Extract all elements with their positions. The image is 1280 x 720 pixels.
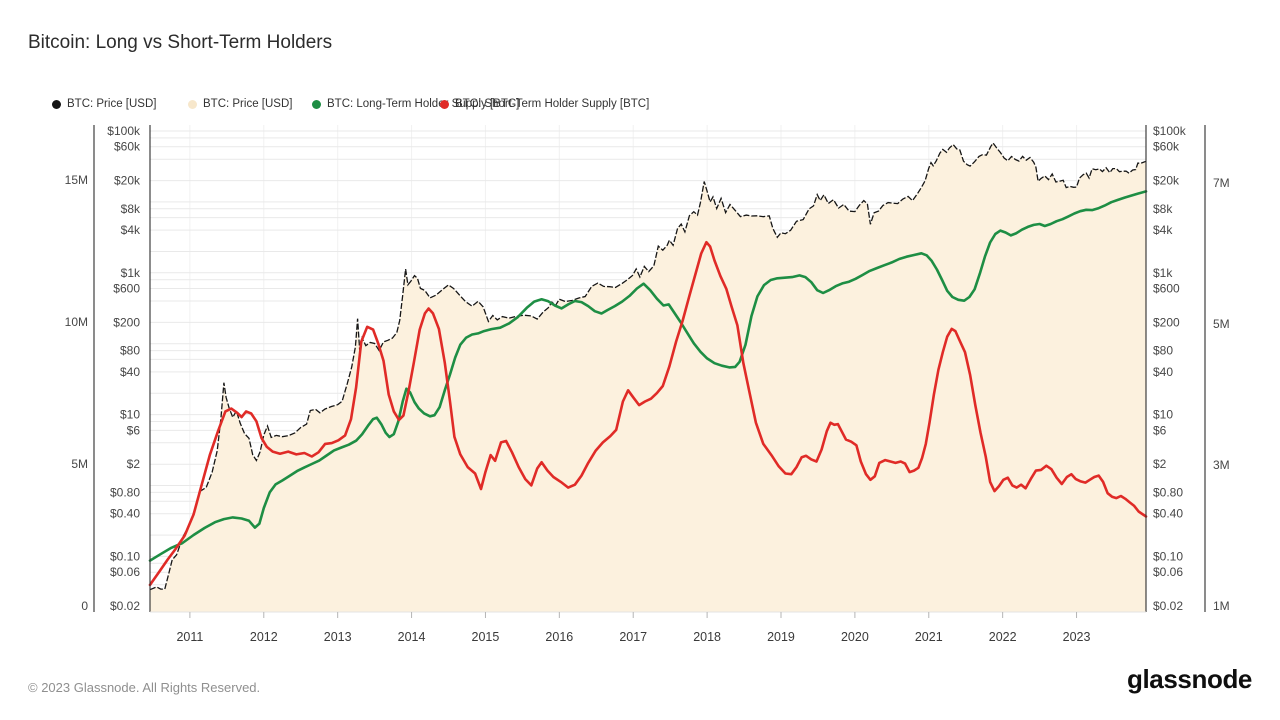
price-tick-label-right: $8k [1153,202,1173,216]
price-tick-label-right: $0.06 [1153,565,1183,579]
price-tick-label-left: $40 [120,365,140,379]
price-tick-label-left: $1k [121,266,141,280]
price-tick-label-right: $80 [1153,344,1173,358]
legend-item-label: BTC: Price [USD] [67,98,157,110]
plot-area[interactable] [150,125,1146,612]
price-tick-label-left: $80 [120,344,140,358]
legend-dot-icon [52,99,61,109]
year-label: 2021 [915,630,943,644]
legend-item-2[interactable]: BTC: Long-Term Holder Supply [BTC] [312,98,519,110]
price-tick-label-left: $200 [113,315,140,329]
glassnode-logo: glassnode [1127,664,1252,694]
legend-item-label: BTC: Price [USD] [203,98,293,110]
price-tick-label-right: $6 [1153,423,1167,437]
price-tick-label-left: $60k [114,140,141,154]
price-tick-label-right: $0.02 [1153,599,1183,613]
year-label: 2014 [398,630,426,644]
supply-left-tick-label: 10M [65,315,88,329]
legend-dot-icon [440,99,449,109]
supply-right-tick-label: 7M [1213,176,1230,190]
price-tick-label-left: $4k [121,223,141,237]
price-tick-label-left: $8k [121,202,141,216]
year-label: 2022 [989,630,1017,644]
price-tick-label-left: $0.40 [110,507,140,521]
price-tick-label-right: $20k [1153,174,1180,188]
price-tick-label-left: $0.10 [110,549,140,563]
copyright-text: © 2023 Glassnode. All Rights Reserved. [28,680,261,695]
legend-item-label: BTC: Short-Term Holder Supply [BTC] [455,98,650,110]
legend-item-0[interactable]: BTC: Price [USD] [52,98,156,110]
price-tick-label-left: $100k [107,124,141,138]
price-tick-label-left: $0.80 [110,485,140,499]
price-tick-label-right: $0.10 [1153,549,1183,563]
year-label: 2018 [693,630,721,644]
year-label: 2015 [472,630,500,644]
year-label: 2016 [545,630,573,644]
sth-supply-line [148,240,1148,587]
price-tick-label-right: $10 [1153,408,1173,422]
supply-right-tick-label: 5M [1213,317,1230,331]
price-tick-label-left: $20k [114,174,141,188]
year-label: 2012 [250,630,278,644]
price-tick-label-right: $0.80 [1153,485,1183,499]
page-title: Bitcoin: Long vs Short-Term Holders [28,32,333,53]
supply-right-tick-label: 3M [1213,458,1230,472]
year-label: 2019 [767,630,795,644]
price-line [149,141,1147,591]
year-label: 2011 [176,630,203,644]
lth-supply-line [148,190,1148,562]
price-tick-label-right: $600 [1153,282,1180,296]
price-tick-label-right: $40 [1153,365,1173,379]
legend-dot-icon [312,99,321,109]
price-tick-label-right: $0.40 [1153,507,1183,521]
supply-right-tick-label: 1M [1213,599,1230,613]
price-tick-label-left: $10 [120,408,140,422]
price-tick-label-left: $2 [127,457,141,471]
price-tick-label-left: $6 [127,423,141,437]
price-tick-label-left: $600 [113,282,140,296]
year-label: 2017 [619,630,647,644]
price-tick-label-right: $60k [1153,140,1180,154]
price-tick-label-left: $0.06 [110,565,140,579]
year-label: 2023 [1063,630,1091,644]
price-tick-label-right: $2 [1153,457,1167,471]
price-tick-label-right: $200 [1153,315,1180,329]
legend-item-3[interactable]: BTC: Short-Term Holder Supply [BTC] [440,98,649,110]
legend-item-1[interactable]: BTC: Price [USD] [188,98,292,110]
price-tick-label-right: $100k [1153,124,1187,138]
year-label: 2020 [841,630,869,644]
price-tick-label-left: $0.02 [110,599,140,613]
legend-item-label: BTC: Long-Term Holder Supply [BTC] [327,98,520,110]
supply-left-tick-label: 5M [71,457,88,471]
supply-left-tick-label: 15M [65,173,88,187]
legend-dot-icon [188,99,197,109]
price-tick-label-right: $4k [1153,223,1173,237]
price-tick-label-right: $1k [1153,266,1173,280]
year-label: 2013 [324,630,352,644]
supply-left-tick-label: 0 [81,599,88,613]
